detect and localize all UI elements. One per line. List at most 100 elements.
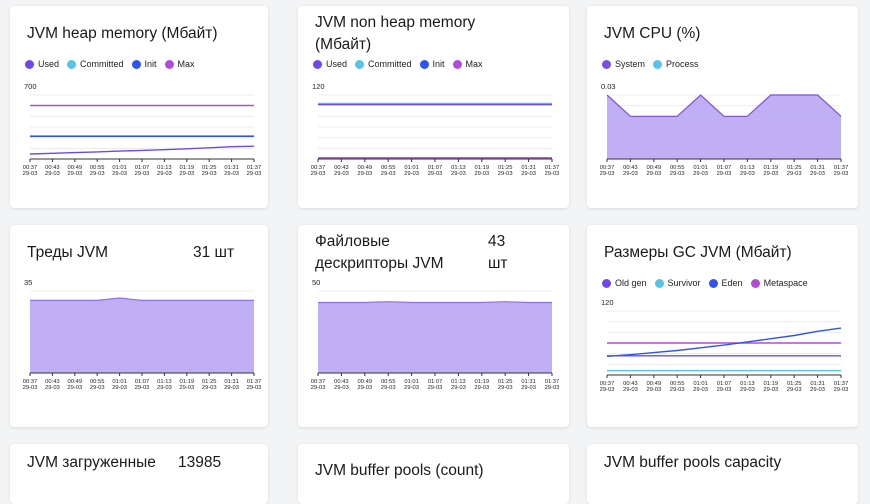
- x-tick-date: 29-03: [311, 385, 326, 391]
- y-tick-label: 120: [312, 82, 325, 91]
- x-tick-label: 00:37: [311, 165, 326, 171]
- series-line: [606, 327, 842, 357]
- x-tick-label: 01:19: [475, 379, 490, 385]
- x-tick-date: 29-03: [545, 171, 560, 177]
- x-tick-label: 01:37: [247, 379, 262, 385]
- x-tick-label: 01:07: [717, 165, 732, 171]
- x-tick-label: 01:01: [693, 381, 708, 387]
- legend-item[interactable]: Committed: [355, 59, 412, 69]
- legend-swatch: [750, 278, 760, 288]
- x-tick-label: 01:25: [202, 379, 217, 385]
- x-tick-label: 01:31: [810, 381, 825, 387]
- legend-item[interactable]: Init: [131, 59, 157, 69]
- x-tick-date: 29-03: [787, 171, 802, 177]
- legend-item[interactable]: Max: [452, 59, 483, 69]
- y-tick-label: 35: [24, 278, 32, 287]
- x-tick-date: 29-03: [67, 385, 82, 391]
- x-tick-date: 29-03: [763, 171, 778, 177]
- legend-item[interactable]: Committed: [67, 59, 124, 69]
- x-tick-date: 29-03: [179, 385, 194, 391]
- series-area: [318, 301, 552, 373]
- x-tick-date: 29-03: [247, 385, 262, 391]
- legend-item[interactable]: Init: [419, 59, 445, 69]
- x-tick-date: 29-03: [545, 385, 560, 391]
- legend-label: System: [615, 59, 646, 69]
- x-tick-date: 29-03: [202, 171, 217, 177]
- x-tick-label: 01:07: [135, 379, 150, 385]
- card-title: JVM heap memory (Мбайт): [27, 25, 218, 42]
- x-tick-date: 29-03: [498, 385, 513, 391]
- series-area: [30, 298, 254, 373]
- legend-item[interactable]: Survivor: [654, 278, 701, 288]
- x-tick-date: 29-03: [693, 171, 708, 177]
- x-tick-date: 29-03: [428, 171, 443, 177]
- legend-item[interactable]: Max: [164, 59, 195, 69]
- file-descriptors-card: Файловые дескрипторы JVM 43 шт 50 00:37 29…: [298, 225, 569, 427]
- legend-label: Max: [177, 59, 195, 69]
- legend-swatch: [67, 59, 77, 69]
- x-tick-date: 29-03: [693, 387, 708, 393]
- x-tick-date: 29-03: [135, 171, 150, 177]
- x-tick-date: 29-03: [381, 171, 396, 177]
- x-tick-label: 01:25: [787, 381, 802, 387]
- legend-item[interactable]: Old gen: [602, 278, 647, 288]
- x-tick-date: 29-03: [810, 171, 825, 177]
- x-tick-date: 29-03: [404, 385, 419, 391]
- legend-label: Committed: [80, 59, 124, 69]
- legend-label: Eden: [721, 278, 743, 288]
- legend-item[interactable]: Used: [313, 59, 347, 69]
- x-tick-label: 00:37: [600, 165, 615, 171]
- x-tick-label: 01:07: [717, 381, 732, 387]
- card-title: Треды JVM: [27, 244, 108, 261]
- x-tick-label: 01:25: [498, 165, 513, 171]
- x-tick-date: 29-03: [670, 387, 685, 393]
- x-tick-date: 29-03: [247, 171, 262, 177]
- legend-item[interactable]: Metaspace: [750, 278, 808, 288]
- legend-item[interactable]: Eden: [708, 278, 743, 288]
- x-tick-label: 01:25: [787, 165, 802, 171]
- x-tick-date: 29-03: [357, 171, 372, 177]
- x-tick-label: 00:37: [311, 379, 326, 385]
- x-tick-label: 01:37: [247, 165, 262, 171]
- card-title: JVM buffer pools (count): [315, 462, 484, 479]
- card-title: JVM CPU (%): [604, 25, 701, 42]
- threads-card: Треды JVM 31 шт 35 00:37 29-03 00:43 29-03 00…: [10, 225, 268, 427]
- x-tick-label: 00:55: [381, 165, 396, 171]
- x-tick-date: 29-03: [202, 385, 217, 391]
- x-tick-label: 00:55: [90, 379, 105, 385]
- x-tick-date: 29-03: [428, 385, 443, 391]
- x-tick-label: 00:55: [670, 381, 685, 387]
- x-tick-label: 00:49: [647, 165, 662, 171]
- legend-label: Max: [465, 59, 483, 69]
- x-tick-label: 00:37: [23, 165, 38, 171]
- x-tick-label: 01:37: [545, 379, 560, 385]
- x-tick-label: 01:31: [521, 379, 536, 385]
- chart: 3500:3729-0300:4329-0300:4929-0300:5529-…: [23, 278, 262, 391]
- x-tick-date: 29-03: [717, 387, 732, 393]
- x-tick-label: 01:25: [498, 379, 513, 385]
- x-tick-date: 29-03: [740, 387, 755, 393]
- legend-swatch: [452, 59, 462, 69]
- x-tick-date: 29-03: [90, 385, 105, 391]
- loaded-classes-value: 13985: [178, 454, 222, 471]
- x-tick-date: 29-03: [45, 385, 60, 391]
- legend-swatch: [131, 59, 141, 69]
- card-title-line-1: Файловые: [315, 233, 390, 250]
- chart: 70000:3729-0300:4329-0300:4929-0300:5529…: [23, 82, 262, 177]
- x-tick-label: 01:19: [180, 379, 195, 385]
- legend-swatch: [654, 278, 664, 288]
- legend-item[interactable]: System: [602, 59, 645, 69]
- x-tick-date: 29-03: [623, 171, 638, 177]
- x-tick-label: 01:37: [545, 165, 560, 171]
- x-tick-label: 01:19: [764, 381, 779, 387]
- legend-swatch: [602, 59, 611, 69]
- x-tick-date: 29-03: [474, 171, 489, 177]
- legend-swatch: [708, 278, 718, 288]
- x-tick-date: 29-03: [521, 171, 536, 177]
- x-tick-label: 00:37: [600, 381, 615, 387]
- x-tick-date: 29-03: [474, 385, 489, 391]
- legend-item[interactable]: Process: [653, 59, 699, 69]
- legend-item[interactable]: Used: [25, 59, 59, 69]
- legend-swatch: [653, 59, 663, 69]
- x-tick-label: 00:43: [623, 165, 638, 171]
